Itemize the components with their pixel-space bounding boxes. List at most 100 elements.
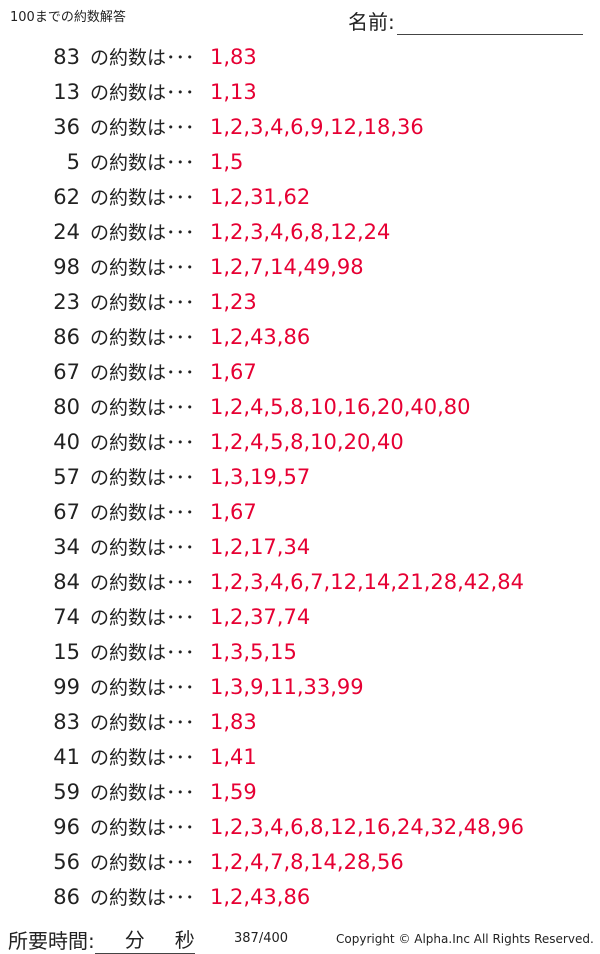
answer-row: 86 の約数は･･･ 1,2,43,86: [0, 879, 524, 914]
answer-row: 23 の約数は･･･ 1,23: [0, 284, 524, 319]
divisor-label: の約数は･･･: [90, 117, 195, 139]
answer-list: 83 の約数は･･･ 1,83 13 の約数は･･･ 1,13 36 の約数は･･･ 1,2,3…: [0, 39, 524, 914]
answer-row: 67 の約数は･･･ 1,67: [0, 354, 524, 389]
divisors-answer: 1,59: [210, 779, 257, 804]
worksheet-title: 100までの約数解答: [10, 10, 126, 25]
number: 98: [53, 254, 80, 279]
divisor-label: の約数は･･･: [90, 817, 195, 839]
seconds-label: 秒: [174, 928, 195, 952]
divisor-label: の約数は･･･: [90, 187, 195, 209]
number: 5: [66, 149, 80, 174]
page-number: 387/400: [234, 931, 289, 946]
divisors-answer: 1,2,3,4,6,8,12,24: [210, 219, 391, 244]
divisors-answer: 1,2,7,14,49,98: [210, 254, 364, 279]
divisor-label: の約数は･･･: [90, 467, 195, 489]
divisors-answer: 1,2,4,5,8,10,20,40: [210, 429, 404, 454]
answer-row: 40 の約数は･･･ 1,2,4,5,8,10,20,40: [0, 424, 524, 459]
divisors-answer: 1,2,37,74: [210, 604, 311, 629]
divisor-label: の約数は･･･: [90, 537, 195, 559]
minutes-blank: 分: [94, 924, 145, 954]
divisor-label: の約数は･･･: [90, 432, 195, 454]
divisor-label: の約数は･･･: [90, 47, 195, 69]
minutes-label: 分: [124, 928, 145, 952]
divisor-label: の約数は･･･: [90, 362, 195, 384]
answer-row: 59 の約数は･･･ 1,59: [0, 774, 524, 809]
number: 24: [53, 219, 80, 244]
number: 13: [53, 79, 80, 104]
divisors-answer: 1,2,31,62: [210, 184, 311, 209]
answer-row: 74 の約数は･･･ 1,2,37,74: [0, 599, 524, 634]
number: 84: [53, 569, 80, 594]
number: 36: [53, 114, 80, 139]
divisor-label: の約数は･･･: [90, 502, 195, 524]
divisors-answer: 1,2,43,86: [210, 884, 311, 909]
number: 86: [53, 324, 80, 349]
number: 15: [53, 639, 80, 664]
divisors-answer: 1,3,19,57: [210, 464, 311, 489]
answer-row: 56 の約数は･･･ 1,2,4,7,8,14,28,56: [0, 844, 524, 879]
number: 83: [53, 44, 80, 69]
answer-row: 62 の約数は･･･ 1,2,31,62: [0, 179, 524, 214]
copyright: Copyright © Alpha.Inc All Rights Reserve…: [336, 932, 594, 946]
answer-row: 57 の約数は･･･ 1,3,19,57: [0, 459, 524, 494]
number: 67: [53, 499, 80, 524]
name-blank-line: [396, 14, 583, 35]
seconds-blank: 秒: [144, 924, 195, 954]
name-label: 名前:: [348, 10, 395, 34]
answer-row: 96 の約数は･･･ 1,2,3,4,6,8,12,16,24,32,48,96: [0, 809, 524, 844]
answer-row: 86 の約数は･･･ 1,2,43,86: [0, 319, 524, 354]
divisor-label: の約数は･･･: [90, 607, 195, 629]
divisor-label: の約数は･･･: [90, 642, 195, 664]
divisor-label: の約数は･･･: [90, 82, 195, 104]
number: 80: [53, 394, 80, 419]
number: 62: [53, 184, 80, 209]
answer-row: 13 の約数は･･･ 1,13: [0, 74, 524, 109]
answer-row: 83 の約数は･･･ 1,83: [0, 39, 524, 74]
divisors-answer: 1,5: [210, 149, 244, 174]
time-field: 所要時間: 分 秒: [8, 924, 195, 954]
divisors-answer: 1,3,5,15: [210, 639, 297, 664]
number: 96: [53, 814, 80, 839]
divisors-answer: 1,41: [210, 744, 257, 769]
number: 57: [53, 464, 80, 489]
number: 74: [53, 604, 80, 629]
divisor-label: の約数は･･･: [90, 222, 195, 244]
answer-row: 98 の約数は･･･ 1,2,7,14,49,98: [0, 249, 524, 284]
answer-row: 5 の約数は･･･ 1,5: [0, 144, 524, 179]
number: 41: [53, 744, 80, 769]
number: 23: [53, 289, 80, 314]
number: 86: [53, 884, 80, 909]
divisor-label: の約数は･･･: [90, 782, 195, 804]
answer-row: 36 の約数は･･･ 1,2,3,4,6,9,12,18,36: [0, 109, 524, 144]
divisor-label: の約数は･･･: [90, 677, 195, 699]
divisors-answer: 1,2,3,4,6,9,12,18,36: [210, 114, 424, 139]
answer-row: 99 の約数は･･･ 1,3,9,11,33,99: [0, 669, 524, 704]
number: 59: [53, 779, 80, 804]
divisor-label: の約数は･･･: [90, 572, 195, 594]
divisors-answer: 1,83: [210, 44, 257, 69]
divisor-label: の約数は･･･: [90, 852, 195, 874]
divisors-answer: 1,83: [210, 709, 257, 734]
divisor-label: の約数は･･･: [90, 712, 195, 734]
divisors-answer: 1,2,3,4,6,8,12,16,24,32,48,96: [210, 814, 524, 839]
answer-row: 80 の約数は･･･ 1,2,4,5,8,10,16,20,40,80: [0, 389, 524, 424]
divisor-label: の約数は･･･: [90, 397, 195, 419]
answer-row: 34 の約数は･･･ 1,2,17,34: [0, 529, 524, 564]
divisors-answer: 1,3,9,11,33,99: [210, 674, 364, 699]
divisor-label: の約数は･･･: [90, 257, 195, 279]
answer-row: 84 の約数は･･･ 1,2,3,4,6,7,12,14,21,28,42,84: [0, 564, 524, 599]
answer-row: 15 の約数は･･･ 1,3,5,15: [0, 634, 524, 669]
answer-row: 41 の約数は･･･ 1,41: [0, 739, 524, 774]
number: 40: [53, 429, 80, 454]
divisor-label: の約数は･･･: [90, 152, 195, 174]
divisors-answer: 1,23: [210, 289, 257, 314]
divisors-answer: 1,13: [210, 79, 257, 104]
divisor-label: の約数は･･･: [90, 292, 195, 314]
number: 56: [53, 849, 80, 874]
divisor-label: の約数は･･･: [90, 327, 195, 349]
divisor-label: の約数は･･･: [90, 747, 195, 769]
divisors-answer: 1,2,4,5,8,10,16,20,40,80: [210, 394, 471, 419]
divisors-answer: 1,2,17,34: [210, 534, 311, 559]
divisor-label: の約数は･･･: [90, 887, 195, 909]
name-field: 名前:: [348, 6, 583, 35]
